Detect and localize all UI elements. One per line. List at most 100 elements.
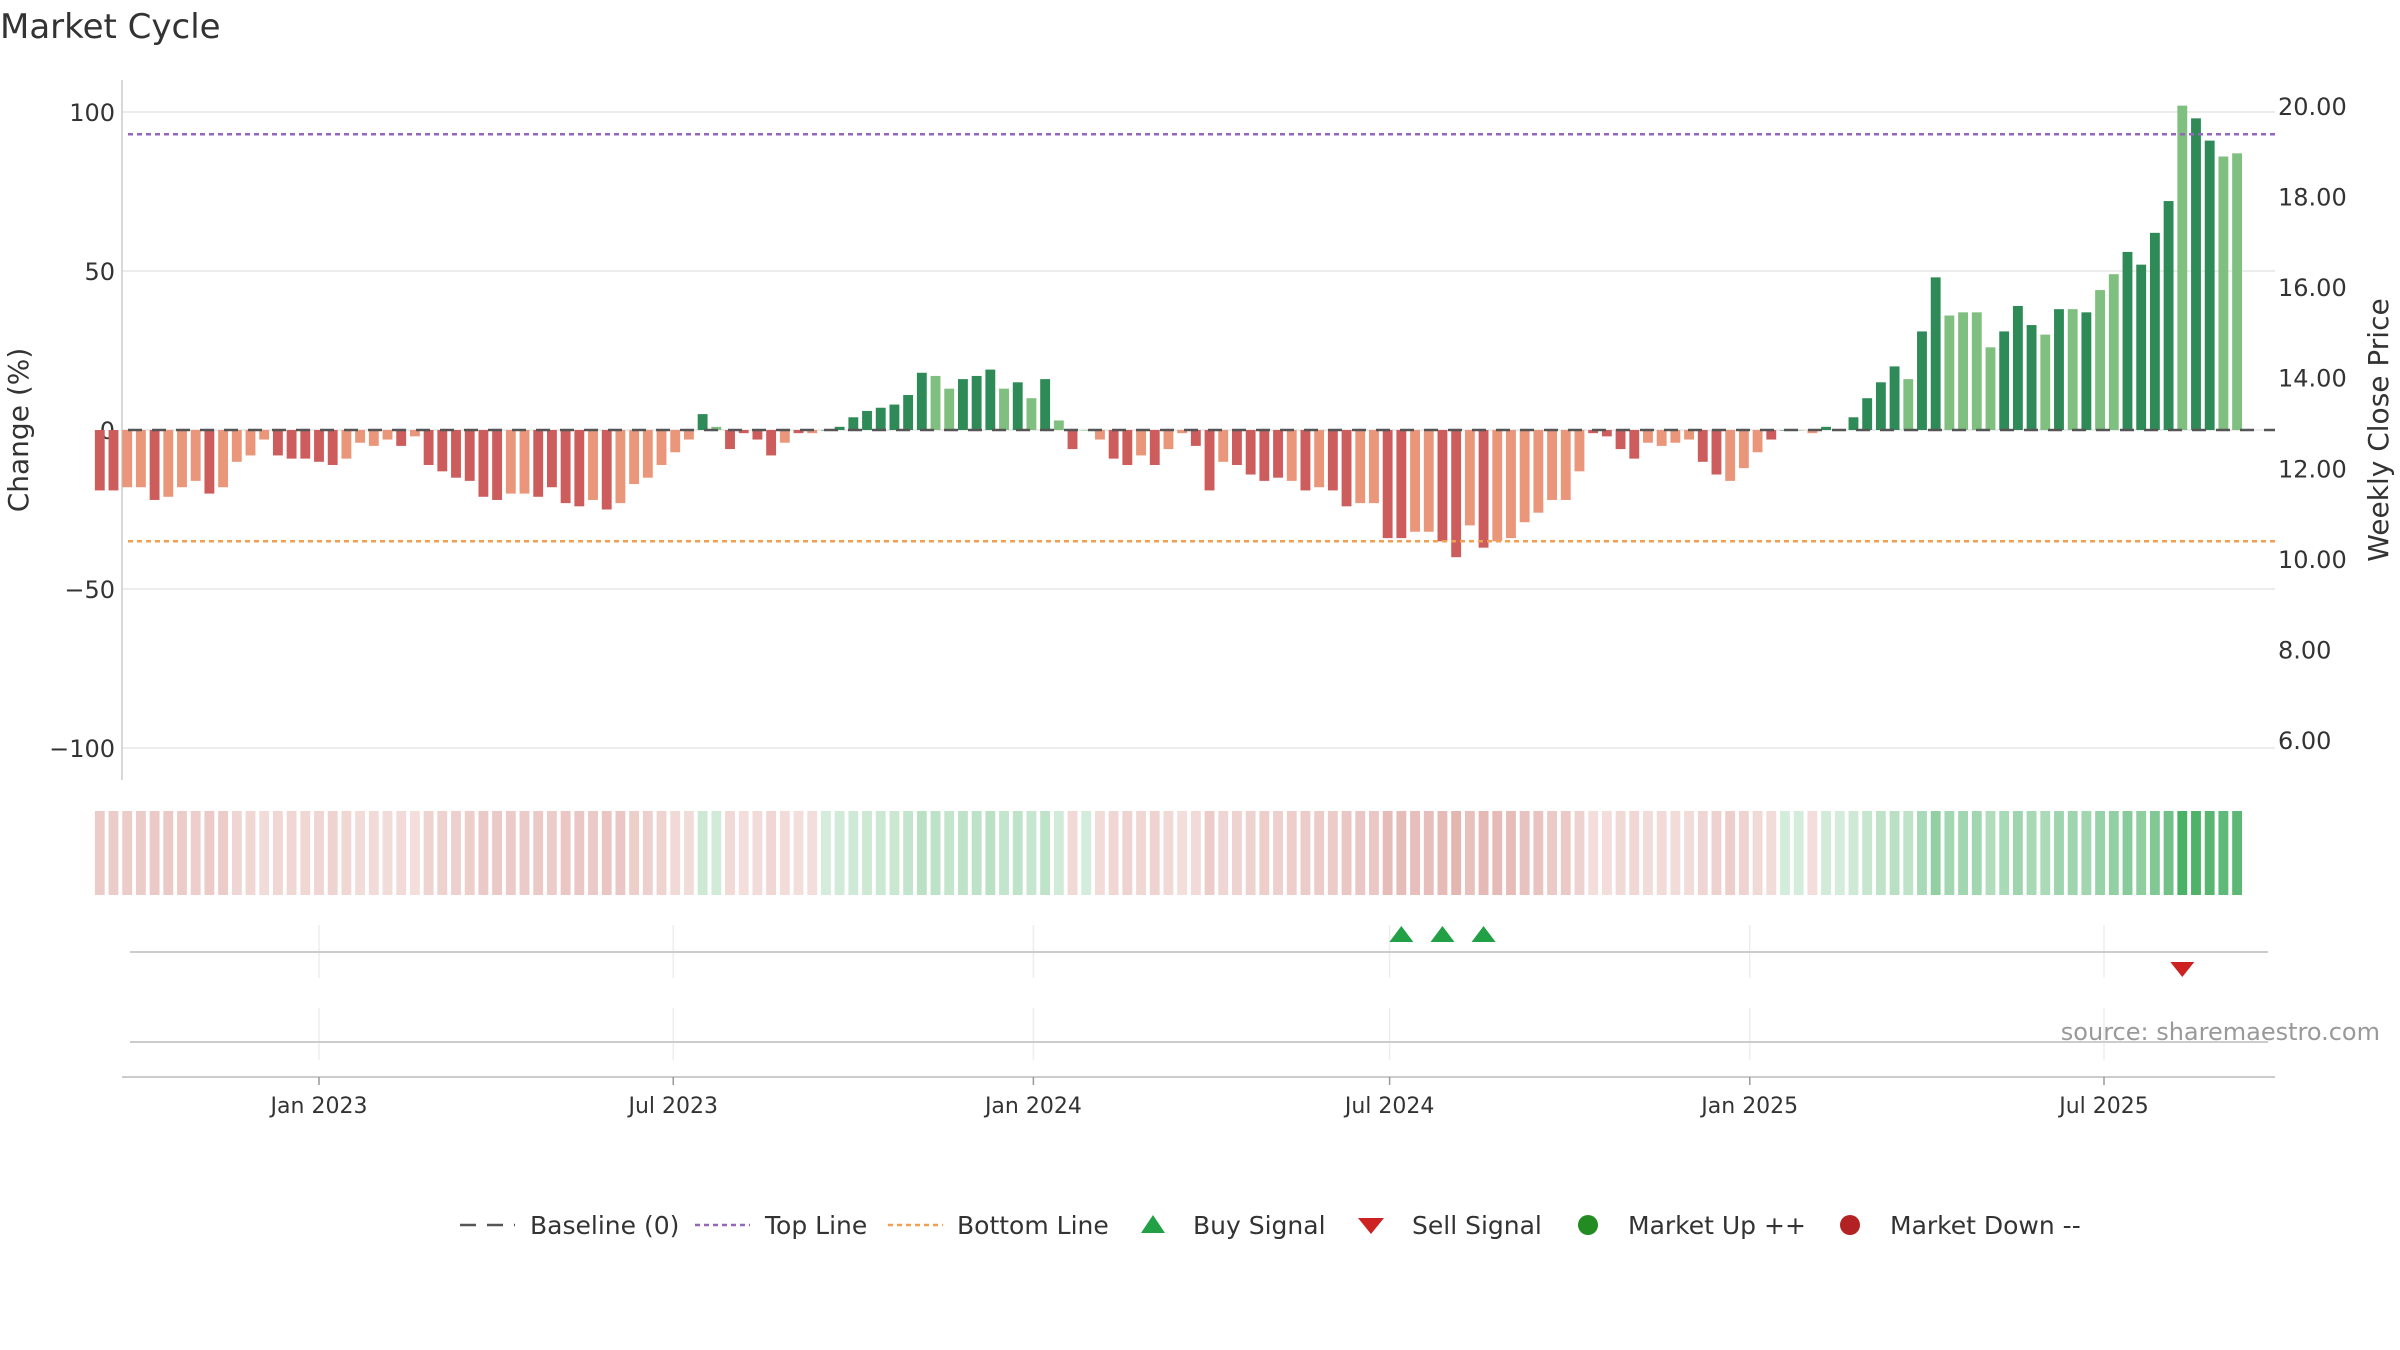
bar [1149, 430, 1160, 465]
bar [409, 430, 420, 437]
bar [2163, 201, 2174, 430]
heat-cell [985, 811, 996, 895]
heat-cell [725, 811, 735, 895]
bar [875, 407, 886, 430]
y2-tick-label: 12.00 [2278, 455, 2347, 483]
bar [1930, 277, 1941, 430]
heat-cell [670, 811, 681, 895]
heat-cell [505, 811, 516, 895]
bar [1533, 430, 1544, 513]
heat-cell [122, 811, 133, 895]
bar [1245, 430, 1256, 475]
heat-cell [930, 811, 941, 895]
heat-cell [615, 811, 626, 895]
y2-tick-label: 18.00 [2278, 184, 2347, 212]
heat-cell [437, 811, 448, 895]
heat-cell [1766, 811, 1777, 895]
heat-cell [464, 811, 475, 895]
bar [245, 430, 256, 456]
bar [1670, 430, 1681, 443]
legend-sell-label: Sell Signal [1412, 1211, 1542, 1240]
bar [2218, 156, 2229, 430]
bar [204, 430, 215, 494]
heat-cell [1738, 811, 1749, 895]
bar [122, 430, 133, 488]
heat-cell [834, 811, 845, 895]
bar [1355, 430, 1366, 504]
bar [1643, 430, 1653, 443]
bar [615, 430, 626, 504]
bar [971, 375, 982, 430]
heat-cell [1478, 811, 1489, 895]
y2-tick-label: 20.00 [2278, 93, 2347, 121]
bar [683, 430, 694, 440]
bar [1382, 430, 1393, 539]
heat-cell [1012, 811, 1023, 895]
bar [355, 430, 366, 443]
bar [1958, 312, 1969, 430]
heat-cell [1122, 811, 1133, 895]
heat-cell [314, 811, 324, 895]
heat-cell [944, 811, 955, 895]
heat-cell [2081, 811, 2092, 895]
heat-cell [245, 811, 256, 895]
heat-cell [903, 811, 914, 895]
bar [1437, 430, 1448, 542]
heat-cell [2122, 811, 2133, 895]
bar [1711, 430, 1722, 475]
legend-bottom-line-label: Bottom Line [957, 1211, 1109, 1240]
heat-cell [1834, 811, 1845, 895]
heat-cell [1382, 811, 1393, 895]
bar [1807, 430, 1818, 434]
bar [1793, 430, 1804, 431]
heat-cell [820, 811, 831, 895]
heat-cell [1286, 811, 1297, 895]
heat-cell [1615, 811, 1626, 895]
bar [2232, 153, 2243, 430]
reference-lines [128, 133, 2275, 543]
heat-cell [94, 811, 105, 895]
heat-cell [149, 811, 160, 895]
bar [519, 430, 530, 494]
heat-cell [1259, 811, 1270, 895]
heat-cell [1067, 811, 1078, 895]
change-bars [94, 105, 2243, 558]
heat-cell [601, 811, 612, 895]
heat-cell [259, 811, 270, 895]
heat-cell [560, 811, 571, 895]
heat-cell [533, 811, 544, 895]
bar [574, 430, 585, 507]
bar [1944, 315, 1955, 430]
bar [1506, 430, 1516, 539]
bar [807, 430, 818, 434]
heat-cell [1780, 811, 1790, 895]
bar [725, 430, 735, 450]
legend-market-up-label: Market Up ++ [1628, 1211, 1806, 1240]
bar [2122, 251, 2133, 430]
bar [656, 430, 667, 465]
heat-cell [327, 811, 338, 895]
heat-cell [642, 811, 653, 895]
bar [1848, 417, 1859, 430]
bar [437, 430, 448, 472]
bar [1560, 430, 1571, 500]
bar [1204, 430, 1215, 491]
heat-cell [382, 811, 393, 895]
heat-cell [766, 811, 777, 895]
heat-cell [2204, 811, 2215, 895]
heat-cell [2040, 811, 2051, 895]
heat-cell [519, 811, 530, 895]
heat-cell [1547, 811, 1557, 895]
bar [642, 430, 653, 478]
bar [560, 430, 571, 504]
bar [1053, 420, 1064, 430]
heat-cell [1053, 811, 1064, 895]
x-axis: Jan 2023 Jul 2023 Jan 2024 Jul 2024 Jan 2025… [122, 1076, 2275, 1119]
bar [1423, 430, 1434, 532]
heat-cell [848, 811, 859, 895]
heat-cell [1245, 811, 1256, 895]
heat-cell [478, 811, 489, 895]
bar [1971, 312, 1982, 430]
bar [1012, 382, 1023, 430]
heat-cell [574, 811, 585, 895]
